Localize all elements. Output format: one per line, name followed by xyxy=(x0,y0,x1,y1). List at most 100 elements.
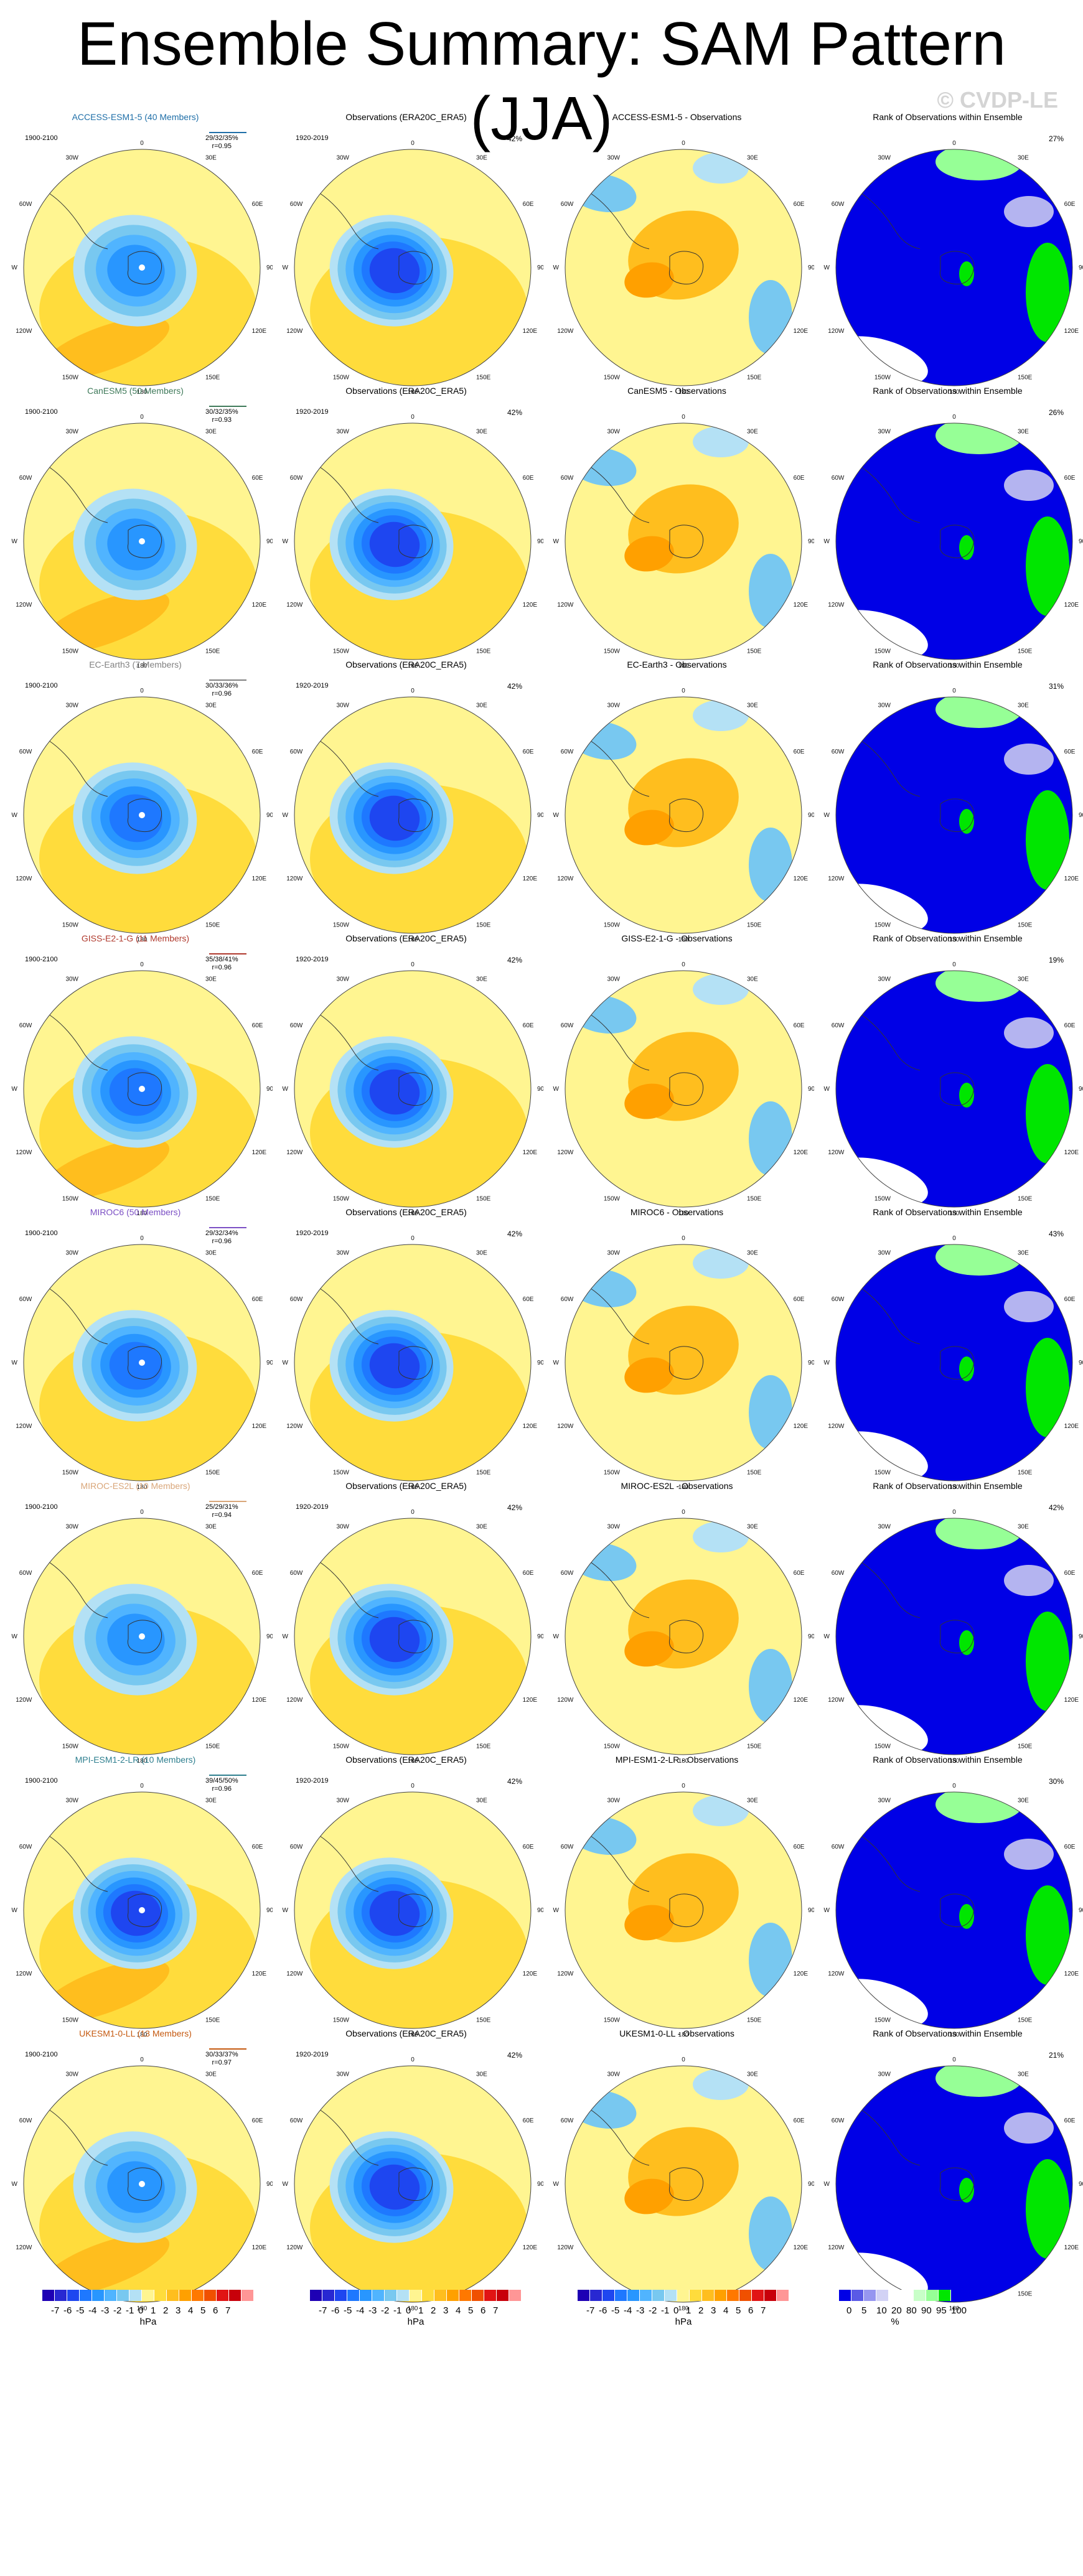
diff-panel: UKESM1-0-LL - Observations 0 30E 60E 90E 120E… xyxy=(542,2028,814,2576)
negative-difference-band xyxy=(749,1649,792,1724)
positive-difference-core xyxy=(624,2178,674,2214)
negative-difference-band xyxy=(749,280,792,355)
longitude-label: 90W xyxy=(282,1633,289,1640)
model-stats-correlation: r=0.96 xyxy=(212,964,232,971)
obs-percent: 42% xyxy=(507,408,523,417)
longitude-label: 150E xyxy=(1018,922,1033,929)
longitude-label: 90W xyxy=(11,1086,18,1093)
longitude-label: 0 xyxy=(952,2056,956,2063)
longitude-label: 90E xyxy=(537,1907,543,1914)
longitude-label: 90W xyxy=(823,1086,830,1093)
longitude-label: 180 xyxy=(408,1484,418,1491)
longitude-label: 120W xyxy=(828,1149,845,1156)
colorbar-tick-label: 7 xyxy=(761,2305,766,2316)
rank-low-region xyxy=(1004,744,1054,775)
antarctica-coastline xyxy=(668,251,704,285)
model-stats: 35/38/41% r=0.96 xyxy=(205,956,238,972)
negative-difference-band xyxy=(693,1795,749,1826)
map-boundary xyxy=(565,422,802,660)
map-boundary xyxy=(294,1518,532,1755)
antarctica-coastline xyxy=(939,1072,975,1106)
negative-contour-band xyxy=(369,1069,420,1115)
longitude-label: 0 xyxy=(682,688,685,694)
longitude-label: 60E xyxy=(1064,1022,1076,1029)
rank-percent: 42% xyxy=(1049,1503,1064,1512)
longitude-label: 60W xyxy=(19,1296,32,1303)
longitude-label: 150E xyxy=(476,922,491,929)
diff-map: 0 30E 60E 90E 120E 150E 180 150W 120W 90W 60W 30W xyxy=(553,1783,814,2038)
longitude-label: 60E xyxy=(252,2117,263,2124)
model-years: 1900-2100 xyxy=(25,1230,58,1237)
longitude-label: 90E xyxy=(808,264,814,271)
south-america-coastline xyxy=(589,740,650,797)
longitude-label: 60W xyxy=(290,201,303,208)
south-america-coastline xyxy=(860,1561,921,1618)
longitude-label: 120W xyxy=(16,1423,32,1430)
rank-high-region xyxy=(935,1244,1023,1276)
diff-panel: ACCESS-ESM1-5 - Observations 0 30E 60E 90E 12… xyxy=(542,112,814,660)
colorbar-swatch xyxy=(167,2290,179,2301)
south-america-coastline xyxy=(589,1287,650,1345)
longitude-label: 30E xyxy=(747,2071,758,2078)
south-america-coastline xyxy=(48,1014,108,1071)
longitude-label: 150W xyxy=(604,1196,621,1203)
model-years: 1900-2100 xyxy=(25,1777,58,1785)
longitude-label: 0 xyxy=(411,2056,415,2063)
colorbar-tick-label: 6 xyxy=(748,2305,754,2316)
diff-map: 0 30E 60E 90E 120E 150E 180 150W 120W 90W 60W 30W xyxy=(553,688,814,943)
model-stats-correlation: r=0.93 xyxy=(212,416,232,424)
model-stats: 30/33/36% r=0.96 xyxy=(205,682,238,698)
rank-high-patch xyxy=(959,2178,974,2203)
longitude-label: 30E xyxy=(476,2071,487,2078)
rank-low-region xyxy=(1004,470,1054,501)
negative-difference-band xyxy=(749,554,792,628)
map-boundary xyxy=(565,149,802,386)
longitude-label: 90W xyxy=(823,1633,830,1640)
map-boundary xyxy=(23,696,261,934)
longitude-label: 90W xyxy=(282,1907,289,1914)
longitude-label: 60W xyxy=(290,1296,303,1303)
antarctica-coastline xyxy=(398,1346,433,1380)
positive-difference-core xyxy=(624,262,674,298)
longitude-label: 90W xyxy=(553,264,560,271)
longitude-label: 90W xyxy=(823,812,830,819)
obs-map: 0 30E 60E 90E 120E 150E 180 150W 120W 90W 60W 30W xyxy=(282,1509,543,1765)
longitude-label: 60W xyxy=(832,1296,845,1303)
longitude-label: 30E xyxy=(476,428,487,435)
longitude-label: 120E xyxy=(523,1149,538,1156)
longitude-label: 30E xyxy=(205,1797,217,1804)
south-america-coastline xyxy=(48,2109,108,2166)
positive-difference-core xyxy=(624,1905,674,1941)
diff-panel-title: CanESM5 - Observations xyxy=(627,386,726,396)
longitude-label: 120W xyxy=(286,1423,303,1430)
obs-map: 0 30E 60E 90E 120E 150E 180 150W 120W 90W 60W 30W xyxy=(282,140,543,396)
map-boundary xyxy=(294,696,532,934)
colorbar-swatch xyxy=(484,2290,497,2301)
rank-panel-title: Rank of Observations within Ensemble xyxy=(873,386,1023,396)
obs-years: 1920-2019 xyxy=(296,1230,329,1237)
longitude-label: 90E xyxy=(537,264,543,271)
longitude-label: 60W xyxy=(290,1022,303,1029)
colorbar-tick-label: 0 xyxy=(846,2305,852,2316)
rank-high-patch xyxy=(959,535,974,560)
negative-difference-band xyxy=(749,828,792,902)
model-panel: GISS-E2-1-G (11 Members) 1900-2100 35/38/4… xyxy=(0,933,273,1481)
longitude-label: 180 xyxy=(678,1758,689,1765)
longitude-label: 60W xyxy=(832,1022,845,1029)
negative-contour-band xyxy=(111,1890,161,1936)
diff-panel-title: MIROC-ES2L - Observations xyxy=(621,1481,733,1491)
longitude-label: 90E xyxy=(1079,1907,1083,1914)
colorbar-tick-label: -5 xyxy=(344,2305,352,2316)
longitude-label: 150W xyxy=(604,648,621,655)
longitude-label: 150E xyxy=(476,1743,491,1750)
longitude-label: 90E xyxy=(808,1360,814,1366)
antarctica-coastline xyxy=(939,1346,975,1380)
rank-high-patch xyxy=(959,1630,974,1655)
rank-high-region xyxy=(935,697,1023,728)
longitude-label: 90E xyxy=(537,1360,543,1366)
positive-east-lobe xyxy=(198,1083,235,1170)
positive-east-lobe xyxy=(198,1904,235,1991)
longitude-label: 60E xyxy=(252,749,263,755)
longitude-label: 120W xyxy=(557,1697,574,1704)
longitude-label: 90W xyxy=(553,1360,560,1366)
